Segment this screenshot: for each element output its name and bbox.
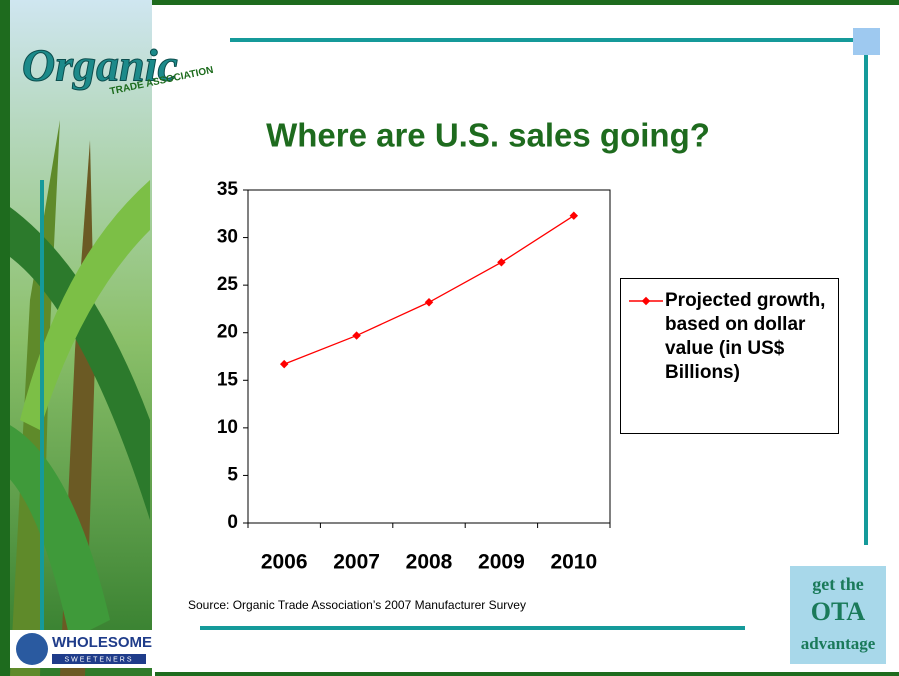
y-tick-label: 25: [217, 274, 239, 295]
x-tick-label: 2006: [261, 551, 308, 574]
y-tick-label: 20: [217, 322, 238, 343]
logo-text: WHOLESOME: [52, 634, 152, 651]
legend: Projected growth, based on dollar value …: [620, 278, 839, 434]
x-tick-label: 2007: [333, 551, 380, 574]
legend-swatch: [629, 296, 663, 306]
y-tick-label: 15: [217, 369, 239, 390]
accent-square: [853, 28, 880, 55]
leaf: [0, 420, 110, 640]
y-tick-label: 30: [217, 227, 238, 248]
logo-band: [52, 654, 146, 664]
top-border: [0, 0, 899, 5]
badge-text: get the: [812, 574, 863, 594]
data-point: [424, 298, 434, 307]
accent-line: [40, 180, 44, 630]
x-tick-label: 2010: [550, 551, 597, 574]
accent-line: [864, 40, 868, 545]
logo-text: SWEETENERS: [64, 656, 133, 663]
logo-text: Organic: [22, 40, 178, 91]
accent-line: [200, 626, 745, 630]
x-tick-label: 2009: [478, 551, 525, 574]
globe: [16, 633, 48, 665]
leaf: [20, 180, 150, 430]
badge: [790, 566, 886, 664]
chart-title: Where are U.S. sales going?: [266, 117, 710, 154]
y-tick-label: 10: [217, 417, 238, 438]
source-note: Source: Organic Trade Association’s 2007…: [188, 598, 526, 612]
left-border: [0, 0, 10, 676]
badge-text: advantage: [801, 634, 876, 653]
y-tick-label: 5: [227, 464, 238, 485]
leaf: [0, 200, 150, 520]
bottom-border: [155, 672, 899, 676]
data-point: [497, 258, 506, 267]
accent-line: [230, 38, 865, 42]
legend-marker: [641, 296, 651, 306]
y-tick-label: 0: [227, 512, 238, 533]
badge-text: OTA: [811, 597, 866, 626]
x-tick-label: 2008: [406, 551, 453, 574]
data-point: [352, 331, 361, 340]
legend-label: Projected growth, based on dollar value …: [665, 290, 826, 383]
data-point: [279, 359, 289, 369]
plot-area: [247, 189, 611, 524]
y-tick-label: 35: [217, 179, 239, 200]
